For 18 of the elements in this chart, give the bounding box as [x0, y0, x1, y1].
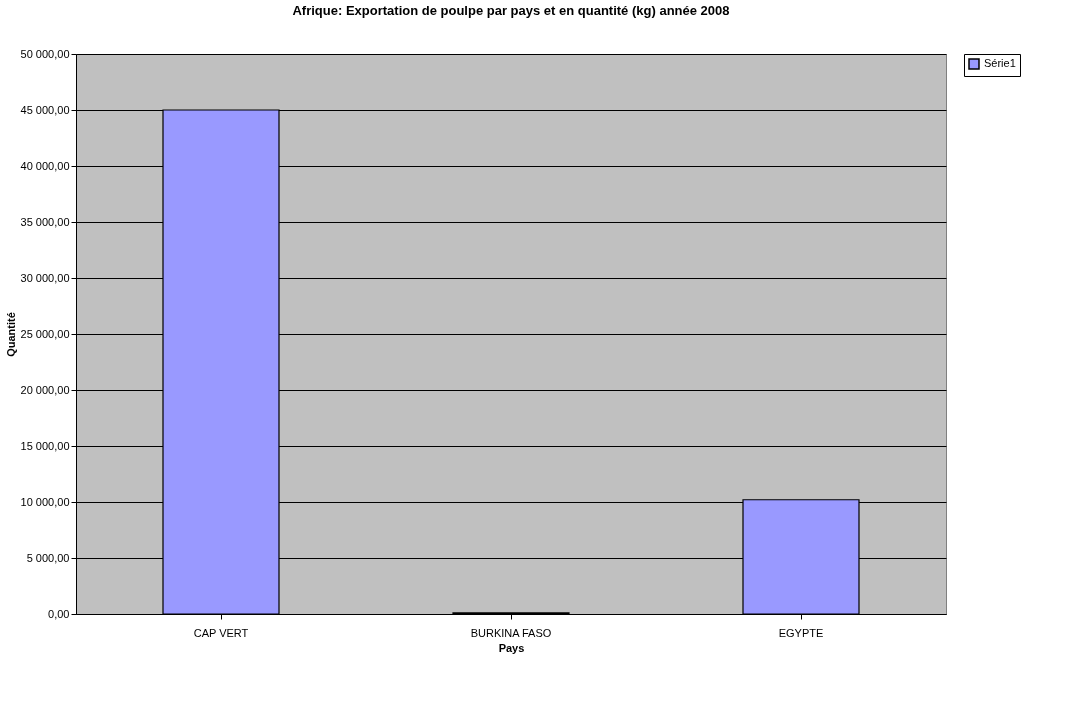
x-tick-label: BURKINA FASO: [470, 626, 552, 639]
y-tick-label: 15 000,00: [20, 439, 70, 452]
y-tick-label: 10 000,00: [20, 495, 70, 508]
y-tick-label: 40 000,00: [20, 159, 70, 172]
y-tick-label: 50 000,00: [20, 47, 70, 60]
y-tick-label: 5 000,00: [26, 551, 70, 564]
y-tick-label: 35 000,00: [20, 215, 70, 228]
y-tick-label: 30 000,00: [20, 271, 70, 284]
y-tick-label: 25 000,00: [20, 327, 70, 340]
x-tick-label: EGYPTE: [778, 626, 824, 639]
legend-label: Série1: [984, 57, 1016, 69]
x-tick-label: CAP VERT: [193, 626, 249, 639]
x-axis-title: Pays: [498, 641, 525, 654]
y-axis-title: Quantité: [4, 312, 17, 357]
chart-title: Afrique: Exportation de poulpe par pays et en quantité (kg) année 2008: [292, 3, 730, 18]
y-tick-label: 0,00: [48, 607, 70, 620]
y-tick-label: 45 000,00: [20, 103, 70, 116]
y-tick-label: 20 000,00: [20, 383, 70, 396]
